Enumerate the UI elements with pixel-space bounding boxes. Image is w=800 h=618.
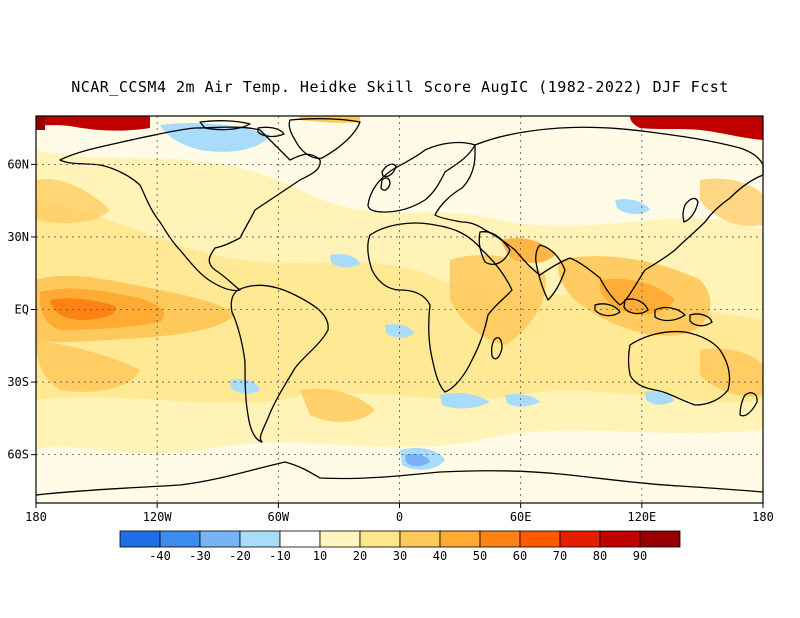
colorbar-label: 10	[313, 549, 327, 563]
colorbar-label: 90	[633, 549, 647, 563]
lat-tick-label: 60S	[7, 448, 29, 462]
colorbar-label: -40	[149, 549, 171, 563]
lat-tick-label: EQ	[15, 303, 29, 317]
colorbar-label: 20	[353, 549, 367, 563]
lat-tick-label: 30S	[7, 375, 29, 389]
lon-tick-label: 0	[396, 510, 403, 524]
coast-africa	[367, 222, 513, 393]
coast-north-america	[59, 126, 321, 292]
coast-antarctica	[35, 461, 764, 496]
colorbar: -40 -30 -20 -10 10 20 30 40 50 60 70 80 90	[119, 530, 681, 563]
lon-tick-label: 120W	[143, 510, 173, 524]
colorbar-swatch	[559, 530, 601, 548]
coastlines	[35, 118, 764, 496]
colorbar-swatch	[199, 530, 241, 548]
colorbar-swatch	[119, 530, 161, 548]
colorbar-label: 60	[513, 549, 527, 563]
latitude-labels: 60N 30N EQ 30S 60S	[7, 157, 36, 462]
colorbar-swatch	[159, 530, 201, 548]
colorbar-label: -10	[269, 549, 291, 563]
colorbar-label: 40	[433, 549, 447, 563]
longitude-labels: 180 120W 60W 0 60E 120E 180	[25, 503, 774, 524]
lon-tick-label: 180	[25, 510, 47, 524]
colorbar-swatch	[519, 530, 561, 548]
lat-tick-label: 30N	[7, 230, 29, 244]
colorbar-swatch	[239, 530, 281, 548]
colorbar-swatch	[279, 530, 321, 548]
colorbar-label: 50	[473, 549, 487, 563]
lon-tick-label: 180	[752, 510, 774, 524]
colorbar-label: 80	[593, 549, 607, 563]
colorbar-label: -30	[189, 549, 211, 563]
coast-australia	[627, 330, 731, 406]
map-title: NCAR_CCSM4 2m Air Temp. Heidke Skill Sco…	[71, 78, 729, 96]
colorbar-swatch	[599, 530, 641, 548]
colorbar-swatch	[319, 530, 361, 548]
colorbar-swatch	[359, 530, 401, 548]
colorbar-swatch	[399, 530, 441, 548]
colorbar-label: -20	[229, 549, 251, 563]
graticule	[36, 116, 763, 503]
lon-tick-label: 120E	[627, 510, 656, 524]
colorbar-label: 70	[553, 549, 567, 563]
lat-tick-label: 60N	[7, 157, 29, 171]
lon-tick-label: 60E	[510, 510, 532, 524]
colorbar-label: 30	[393, 549, 407, 563]
lon-tick-label: 60W	[267, 510, 289, 524]
coast-south-america	[230, 284, 329, 443]
colorbar-swatch	[439, 530, 481, 548]
coast-greenland	[288, 118, 361, 159]
colorbar-swatch	[479, 530, 521, 548]
colorbar-swatch	[639, 530, 681, 548]
